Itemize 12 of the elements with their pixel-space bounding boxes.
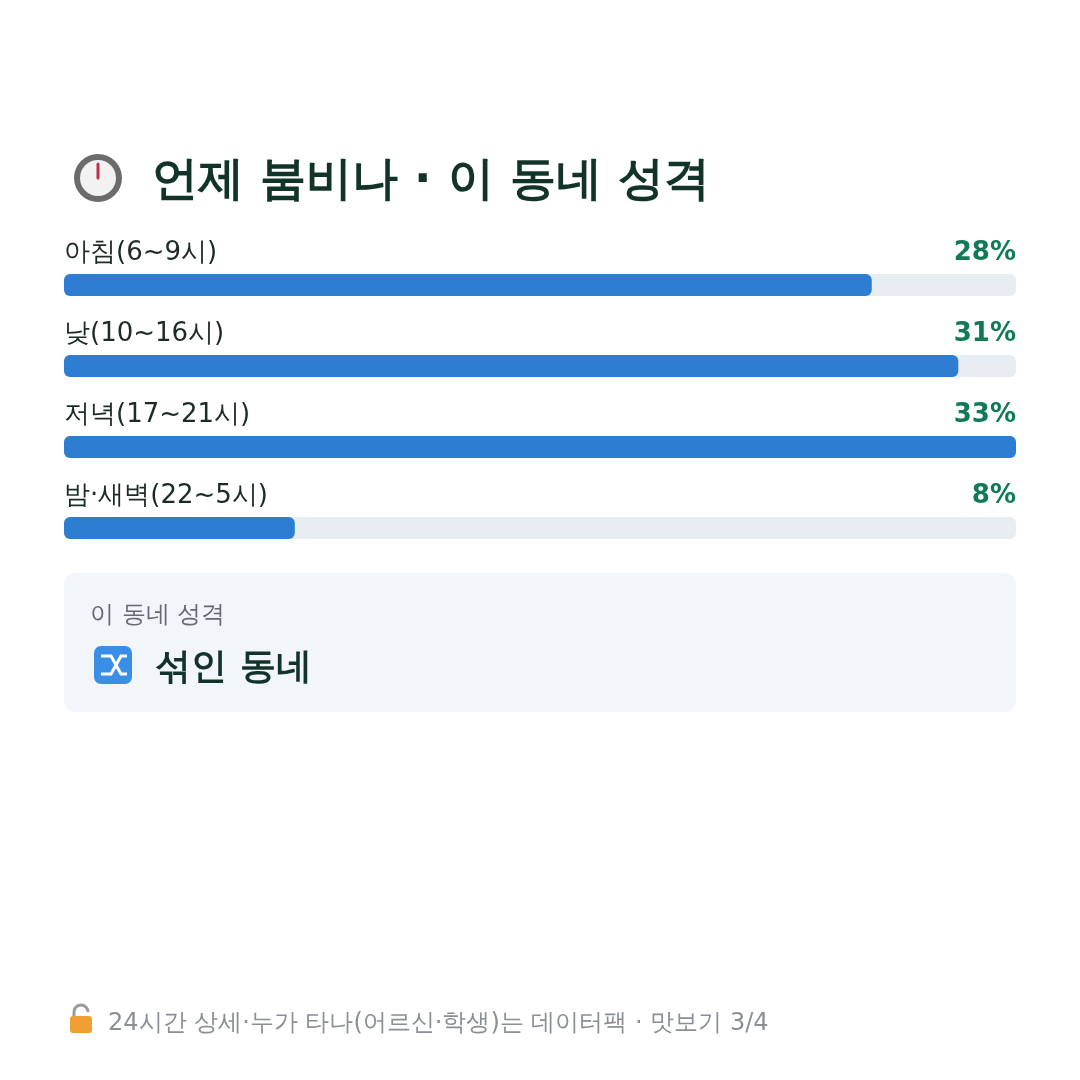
y-tick-label: 저녁(17~21시) (64, 398, 251, 428)
data-label: 31% (953, 317, 1016, 347)
y-tick-label: 아침(6~9시) (64, 236, 218, 266)
text: 24시간 상세·누가 타나(어르신·학생)는 데이터팩 · 맛보기 3/4 (108, 1008, 769, 1036)
text: 섞인 동네 (155, 645, 312, 686)
data-label: 28% (953, 236, 1016, 266)
data-label: 33% (953, 398, 1016, 428)
chart-title: 언제 붐비나 · 이 동네 성격 (152, 151, 710, 205)
data-label: 8% (971, 479, 1016, 509)
y-tick-label: 낮(10~16시) (64, 317, 225, 347)
y-tick-label: 밤·새벽(22~5시) (64, 479, 268, 509)
text: 이 동네 성격 (90, 600, 226, 628)
